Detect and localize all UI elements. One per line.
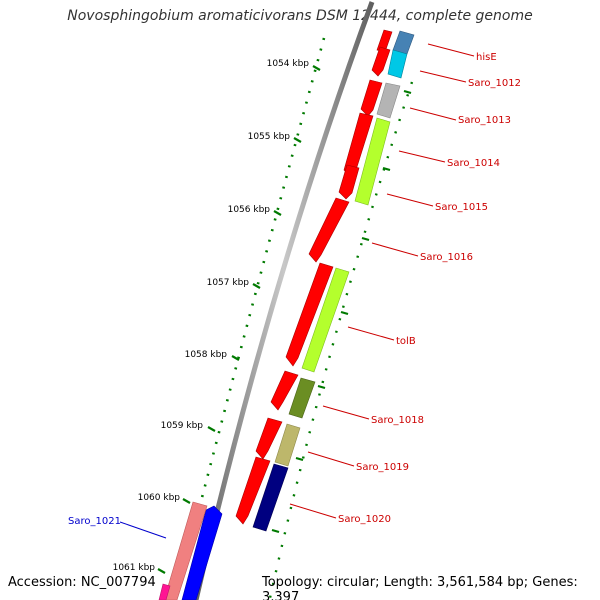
gene-label-saro-1020[interactable]: Saro_1020 bbox=[338, 514, 391, 525]
label-leader-lines bbox=[119, 43, 475, 539]
cog-block[interactable] bbox=[376, 82, 401, 119]
kbp-tick bbox=[231, 355, 240, 361]
leader-line bbox=[322, 405, 370, 420]
leader-line bbox=[409, 107, 457, 121]
cog-block[interactable] bbox=[163, 501, 208, 600]
gene-label-saro-1019[interactable]: Saro_1019 bbox=[356, 462, 409, 473]
category-track bbox=[252, 30, 415, 532]
inner-tick bbox=[271, 528, 280, 534]
gene-label-tolB[interactable]: tolB bbox=[396, 336, 416, 347]
kbp-tick bbox=[312, 65, 321, 71]
leader-line bbox=[347, 326, 395, 341]
cds-saro-1018[interactable] bbox=[270, 370, 299, 411]
kbp-ticks bbox=[157, 65, 412, 574]
kbp-labels: 1054 kbp 1055 kbp 1056 kbp 1057 kbp 1058… bbox=[113, 59, 310, 573]
cds-tolB[interactable] bbox=[285, 262, 334, 367]
inner-tick bbox=[340, 310, 349, 316]
gene-label-saro-1015[interactable]: Saro_1015 bbox=[435, 202, 488, 213]
cog-block[interactable] bbox=[158, 583, 171, 600]
leader-line bbox=[398, 150, 446, 163]
gene-label-saro-1018[interactable]: Saro_1018 bbox=[371, 415, 424, 426]
cds-saro-1019[interactable] bbox=[255, 417, 283, 460]
cds-saro-1020[interactable] bbox=[235, 456, 271, 525]
cog-block[interactable] bbox=[252, 463, 289, 532]
kbp-tick bbox=[207, 426, 216, 432]
cog-block[interactable] bbox=[354, 117, 391, 206]
kbp-label: 1059 kbp bbox=[161, 421, 204, 431]
kbp-label: 1061 kbp bbox=[113, 563, 156, 573]
genome-backbone bbox=[193, 1, 375, 600]
forward-cds-track bbox=[235, 29, 393, 525]
cds-saro-1021[interactable] bbox=[181, 505, 223, 600]
cog-block[interactable] bbox=[288, 377, 316, 419]
cog-block[interactable] bbox=[301, 267, 350, 373]
cds-saro-1016[interactable] bbox=[308, 197, 350, 263]
inner-tick bbox=[382, 166, 391, 172]
reverse-cds-track bbox=[158, 501, 223, 600]
kbp-label: 1057 kbp bbox=[207, 278, 250, 288]
accession-text: Accession: NC_007794 bbox=[8, 575, 156, 590]
leader-line bbox=[371, 242, 419, 257]
cds-saro-1012[interactable] bbox=[371, 46, 391, 77]
kbp-label: 1060 kbp bbox=[138, 493, 181, 503]
kbp-label: 1058 kbp bbox=[185, 350, 228, 360]
gene-label-saro-1012[interactable]: Saro_1012 bbox=[468, 78, 521, 89]
leader-line bbox=[427, 43, 475, 57]
genome-summary-text: Topology: circular; Length: 3,561,584 bp… bbox=[262, 575, 578, 600]
gene-label-saro-1014[interactable]: Saro_1014 bbox=[447, 158, 500, 169]
kbp-tick bbox=[182, 498, 191, 504]
leader-line bbox=[419, 70, 467, 83]
gene-label-saro-1016[interactable]: Saro_1016 bbox=[420, 252, 473, 263]
inner-tick bbox=[403, 89, 412, 95]
leader-line bbox=[289, 503, 337, 519]
leader-line bbox=[307, 451, 355, 467]
kbp-tick bbox=[157, 568, 166, 574]
gene-label-hisE[interactable]: hisE bbox=[476, 52, 497, 63]
cog-block[interactable] bbox=[274, 423, 301, 467]
gene-label-saro-1013[interactable]: Saro_1013 bbox=[458, 115, 511, 126]
inner-tick bbox=[295, 456, 304, 462]
cds-saro-1015[interactable] bbox=[338, 164, 360, 200]
gene-labels: hisE Saro_1012 Saro_1013 Saro_1014 Saro_… bbox=[68, 52, 521, 527]
kbp-tick bbox=[273, 210, 282, 216]
kbp-tick bbox=[252, 283, 261, 289]
cds-saro-1013[interactable] bbox=[360, 79, 383, 117]
inner-tick bbox=[361, 236, 370, 242]
kbp-label: 1054 kbp bbox=[267, 59, 310, 69]
cog-block[interactable] bbox=[387, 49, 408, 79]
gene-label-saro-1021[interactable]: Saro_1021 bbox=[68, 516, 121, 527]
kbp-tick bbox=[293, 137, 302, 143]
kbp-label: 1056 kbp bbox=[228, 205, 271, 215]
leader-line bbox=[386, 193, 434, 207]
genome-title: Novosphingobium aromaticivorans DSM 1244… bbox=[67, 8, 533, 24]
leader-line bbox=[119, 521, 167, 539]
kbp-label: 1055 kbp bbox=[248, 132, 291, 142]
cog-block[interactable] bbox=[392, 30, 415, 55]
inner-tick bbox=[317, 384, 326, 390]
